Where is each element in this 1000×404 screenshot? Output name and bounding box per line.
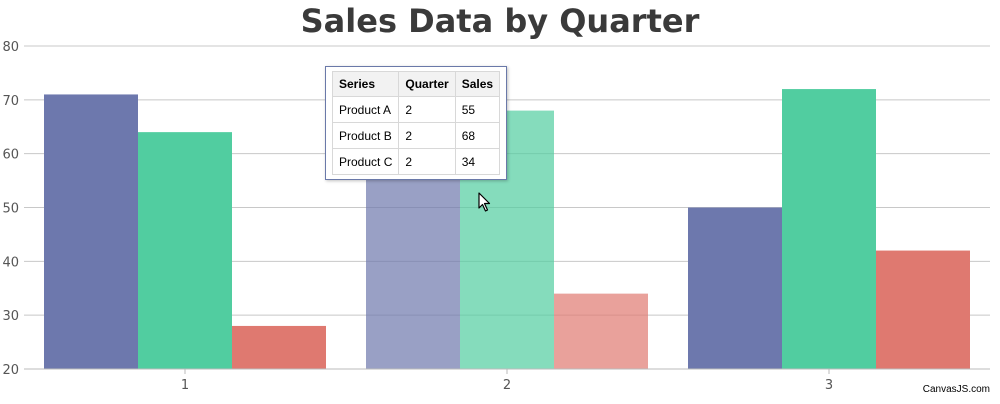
tooltip-header-sales: Sales bbox=[454, 71, 501, 97]
tooltip-cell: 2 bbox=[398, 122, 456, 149]
x-tick-label: 2 bbox=[503, 378, 511, 393]
bar bbox=[688, 207, 782, 369]
tooltip-header-row: Series Quarter Sales bbox=[331, 71, 501, 97]
mouse-pointer-icon bbox=[478, 192, 491, 212]
y-tick-label: 30 bbox=[2, 309, 19, 324]
chart-title: Sales Data by Quarter bbox=[300, 2, 700, 40]
tooltip-cell: 68 bbox=[454, 122, 501, 149]
tooltip-cell: Product A bbox=[331, 96, 400, 123]
bar bbox=[876, 250, 970, 369]
x-tick-label: 3 bbox=[825, 378, 833, 393]
y-tick-label: 70 bbox=[2, 94, 19, 109]
bar bbox=[782, 89, 876, 370]
credit-link[interactable]: CanvasJS.com bbox=[922, 384, 990, 395]
tooltip-cell: 34 bbox=[454, 148, 501, 175]
tooltip: Series Quarter Sales Product A 2 55 Prod… bbox=[325, 66, 508, 180]
x-tick-label: 1 bbox=[181, 378, 189, 393]
tooltip-cell: Product B bbox=[331, 122, 400, 149]
tooltip-row: Product A 2 55 bbox=[331, 96, 501, 123]
bar bbox=[138, 132, 232, 369]
tooltip-header-series: Series bbox=[331, 71, 400, 97]
y-tick-label: 50 bbox=[2, 202, 19, 217]
tooltip-cell: 55 bbox=[454, 96, 501, 123]
bar bbox=[554, 293, 648, 369]
y-tick-label: 40 bbox=[2, 255, 19, 270]
tooltip-header-quarter: Quarter bbox=[398, 71, 456, 97]
tooltip-cell: Product C bbox=[331, 148, 400, 175]
y-tick-label: 80 bbox=[2, 40, 19, 55]
tooltip-row: Product C 2 34 bbox=[331, 148, 501, 175]
tooltip-table: Series Quarter Sales Product A 2 55 Prod… bbox=[331, 71, 501, 175]
tooltip-cell: 2 bbox=[398, 148, 456, 175]
y-tick-label: 20 bbox=[2, 363, 19, 378]
tooltip-row: Product B 2 68 bbox=[331, 122, 501, 149]
y-tick-label: 60 bbox=[2, 148, 19, 163]
bar bbox=[366, 169, 460, 369]
bar bbox=[232, 325, 326, 369]
bar bbox=[44, 94, 138, 369]
tooltip-cell: 2 bbox=[398, 96, 456, 123]
